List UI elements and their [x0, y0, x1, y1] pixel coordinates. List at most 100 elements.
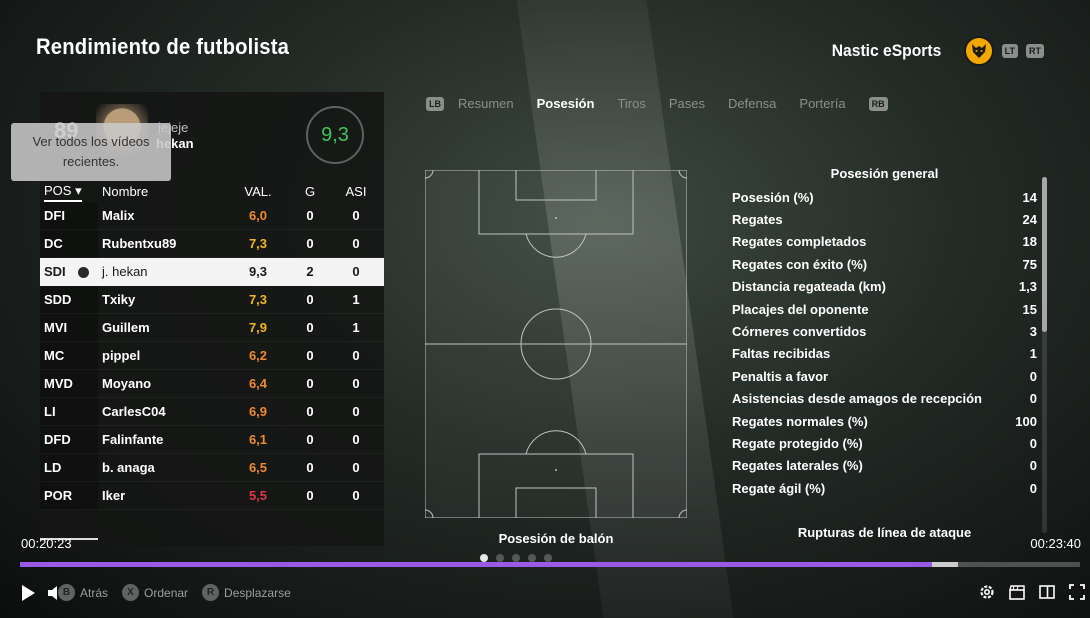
play-button[interactable] — [20, 584, 36, 602]
table-row[interactable]: MVI Guillem 7,9 0 1 — [40, 313, 384, 342]
row-assists: 1 — [352, 320, 360, 335]
club-name: Nastic eSports — [831, 41, 941, 60]
stat-label: Placajes del oponente — [732, 301, 869, 317]
tab-porteria[interactable]: Portería — [799, 96, 846, 111]
video-progress-bar[interactable] — [20, 562, 1080, 567]
player-ratings-panel: 89 jejeje hekan 9,3 POS ▾ Nombre VAL. G … — [40, 92, 384, 546]
row-goals: 0 — [306, 320, 314, 335]
stat-row: Regates normales (%) 100 — [732, 410, 1037, 432]
page-dot-active[interactable] — [480, 554, 488, 562]
tab-tiros[interactable]: Tiros — [617, 96, 646, 111]
page-dot[interactable] — [512, 554, 520, 562]
ball-icon — [77, 267, 89, 278]
stat-value: 0 — [1029, 458, 1037, 474]
row-assists: 0 — [352, 488, 360, 503]
goals-header[interactable]: G — [304, 183, 316, 199]
stat-row: Regates 24 — [732, 208, 1037, 230]
controller-hints: B Atrás X Ordenar R Desplazarse — [58, 584, 305, 601]
row-name: Malix — [102, 208, 135, 223]
row-goals: 0 — [306, 236, 314, 251]
stat-label: Regate ágil (%) — [732, 480, 826, 496]
stat-row: Regates completados 18 — [732, 231, 1037, 253]
hint-scroll-label[interactable]: Desplazarse — [224, 585, 291, 600]
player-right-controls — [978, 583, 1086, 601]
row-pos: DC — [40, 229, 98, 258]
tab-pases[interactable]: Pases — [668, 96, 705, 111]
volume-icon — [48, 586, 57, 600]
name-header[interactable]: Nombre — [102, 183, 149, 199]
lb-button-hint[interactable]: LB — [426, 96, 444, 111]
table-row-selected[interactable]: SDI j. hekan 9,3 2 0 — [40, 258, 384, 286]
row-name: Iker — [102, 488, 126, 503]
stat-row: Faltas recibidas 1 — [732, 343, 1037, 365]
fullscreen-icon[interactable] — [1068, 583, 1086, 601]
table-row[interactable]: POR Iker 5,5 0 0 — [40, 481, 384, 510]
val-header[interactable]: VAL. — [244, 183, 272, 199]
player-rating-circle: 9,3 — [306, 106, 364, 164]
row-name: Guillem — [102, 320, 150, 335]
stat-label: Asistencias desde amagos de recepción — [732, 391, 982, 407]
table-row[interactable]: DC Rubentxu89 7,3 0 0 — [40, 229, 384, 258]
stat-label: Regates — [732, 212, 783, 228]
stats-scrollbar[interactable] — [1042, 177, 1047, 533]
club-header: Nastic eSports LT RT — [827, 36, 1044, 66]
table-row[interactable]: MC pippel 6,2 0 0 — [40, 341, 384, 370]
row-goals: 0 — [306, 292, 314, 307]
table-row[interactable]: SDD Txiky 7,3 0 1 — [40, 285, 384, 314]
row-assists: 0 — [352, 404, 360, 419]
stat-row: Distancia regateada (km) 1,3 — [732, 276, 1037, 298]
stat-label: Posesión (%) — [732, 189, 814, 205]
row-goals: 0 — [306, 488, 314, 503]
row-pos: SDD — [40, 285, 98, 314]
settings-gear-icon[interactable] — [978, 583, 996, 601]
lt-button-hint[interactable]: LT — [1001, 44, 1018, 58]
stat-label: Penaltis a favor — [732, 368, 829, 384]
stat-row: Regate ágil (%) 0 — [732, 477, 1037, 499]
stat-value: 1,3 — [1018, 279, 1037, 295]
hint-back-label[interactable]: Atrás — [80, 585, 109, 600]
b-button-icon: B — [58, 584, 75, 601]
table-row[interactable]: MVD Moyano 6,4 0 0 — [40, 369, 384, 398]
row-goals: 0 — [306, 404, 314, 419]
row-assists: 1 — [352, 292, 360, 307]
stat-value: 3 — [1029, 324, 1037, 340]
stat-value: 15 — [1022, 301, 1037, 317]
row-pos: POR — [40, 481, 98, 510]
hint-sort-label[interactable]: Ordenar — [144, 585, 189, 600]
stats-scroll-thumb[interactable] — [1042, 177, 1047, 332]
clapperboard-icon[interactable] — [1008, 583, 1026, 601]
table-header: POS ▾ Nombre VAL. G ASI — [40, 180, 384, 202]
play-icon — [22, 585, 35, 601]
page-dot[interactable] — [528, 554, 536, 562]
recent-videos-tooltip[interactable]: Ver todos los vídeos recientes. — [11, 123, 171, 181]
theater-mode-icon[interactable] — [1038, 583, 1056, 601]
pos-sort-header[interactable]: POS ▾ — [40, 183, 98, 202]
row-name: Rubentxu89 — [102, 236, 177, 251]
row-assists: 0 — [352, 208, 360, 223]
rt-button-hint[interactable]: RT — [1026, 44, 1044, 58]
possession-pitch-map — [424, 169, 688, 519]
row-name: pippel — [102, 348, 141, 363]
pitch-lines — [424, 169, 688, 519]
assists-header[interactable]: ASI — [345, 183, 367, 199]
row-name: Txiky — [102, 292, 136, 307]
tab-resumen[interactable]: Resumen — [458, 96, 514, 111]
table-row[interactable]: DFI Malix 6,0 0 0 — [40, 201, 384, 230]
tab-defensa[interactable]: Defensa — [727, 96, 777, 111]
stat-value: 1 — [1029, 346, 1037, 362]
page-dot[interactable] — [496, 554, 504, 562]
row-pos: LI — [40, 397, 98, 426]
row-rating: 6,2 — [248, 348, 268, 363]
stat-value: 24 — [1022, 212, 1037, 228]
stat-value: 0 — [1029, 368, 1037, 384]
rb-button-hint[interactable]: RB — [868, 96, 888, 111]
table-row[interactable]: LI CarlesC04 6,9 0 0 — [40, 397, 384, 426]
stat-row: Placajes del oponente 15 — [732, 298, 1037, 320]
row-goals: 0 — [306, 376, 314, 391]
table-row[interactable]: LD b. anaga 6,5 0 0 — [40, 453, 384, 482]
stat-label: Regates completados — [732, 234, 867, 250]
table-row[interactable]: DFD Falinfante 6,1 0 0 — [40, 425, 384, 454]
page-dot[interactable] — [544, 554, 552, 562]
tab-posesion[interactable]: Posesión — [536, 96, 595, 111]
volume-button[interactable] — [47, 585, 65, 601]
